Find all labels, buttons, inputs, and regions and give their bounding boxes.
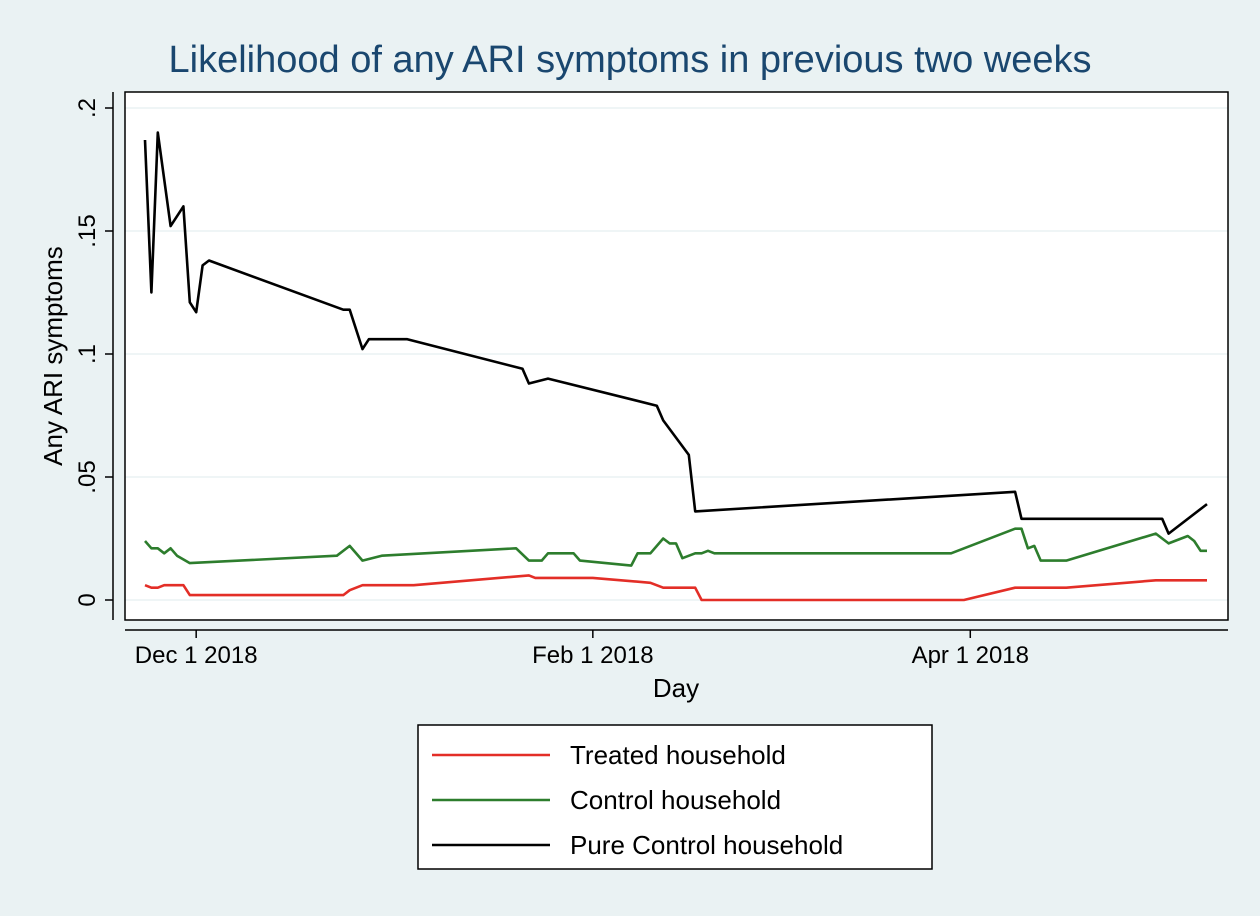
y-tick-label: 0: [74, 593, 101, 606]
series-layer: [143, 131, 1208, 602]
chart-title: Likelihood of any ARI symptoms in previo…: [169, 39, 1092, 81]
y-tick-label: .15: [74, 214, 101, 247]
x-axis: Dec 1 2018 Feb 1 2018 Apr 1 2018: [125, 629, 1228, 669]
x-tick-label: Dec 1 2018: [135, 642, 258, 669]
legend: Treated household Control household Pure C…: [417, 724, 933, 870]
x-tick-label: Feb 1 2018: [532, 642, 653, 669]
y-axis-title: Any ARI symptoms: [38, 246, 68, 466]
series-line-3: [143, 131, 1208, 535]
grid: [125, 107, 1228, 601]
y-tick-label: .1: [74, 344, 101, 364]
x-axis-title: Day: [653, 673, 699, 703]
y-tick-label: .2: [74, 98, 101, 118]
series-line-1: [144, 574, 1207, 602]
plot-area: [125, 92, 1228, 620]
plot-frame: [124, 91, 1229, 621]
legend-label: Treated household: [570, 740, 786, 770]
legend-label: Control household: [570, 785, 781, 815]
x-tick-label: Apr 1 2018: [912, 642, 1029, 669]
legend-label: Pure Control household: [570, 830, 843, 860]
series-line-2: [144, 527, 1207, 567]
y-axis: 0 .05 .1 .15 .2: [74, 92, 114, 620]
y-tick-label: .05: [74, 460, 101, 493]
